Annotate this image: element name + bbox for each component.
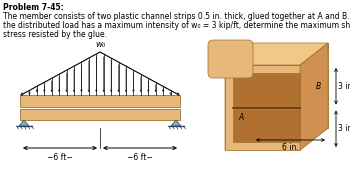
FancyBboxPatch shape [208,40,253,78]
Text: −6 ft−: −6 ft− [47,153,73,162]
Bar [233,108,300,142]
Bar [20,95,180,106]
Bar [225,65,300,150]
Text: −6 ft−: −6 ft− [127,153,153,162]
Polygon shape [19,120,29,126]
Text: stress resisted by the glue.: stress resisted by the glue. [3,30,107,39]
Polygon shape [171,120,181,126]
Polygon shape [300,43,328,150]
Text: B: B [316,82,321,91]
Text: 3 in.: 3 in. [338,82,350,91]
Text: 3 in.: 3 in. [338,124,350,133]
Text: Problem 7-45:: Problem 7-45: [3,3,64,12]
Text: the distributed load has a maximum intensity of w₀ = 3 kip/ft, determine the max: the distributed load has a maximum inten… [3,21,350,30]
Text: A: A [238,113,243,122]
Bar [233,73,300,106]
Polygon shape [225,43,328,65]
Polygon shape [225,43,253,150]
Text: The member consists of two plastic channel strips 0.5 in. thick, glued together : The member consists of two plastic chann… [3,12,350,21]
Text: w₀: w₀ [95,40,105,49]
Bar [253,43,328,128]
Bar [20,108,180,120]
Polygon shape [225,128,328,150]
Text: 6 in.: 6 in. [282,143,299,152]
